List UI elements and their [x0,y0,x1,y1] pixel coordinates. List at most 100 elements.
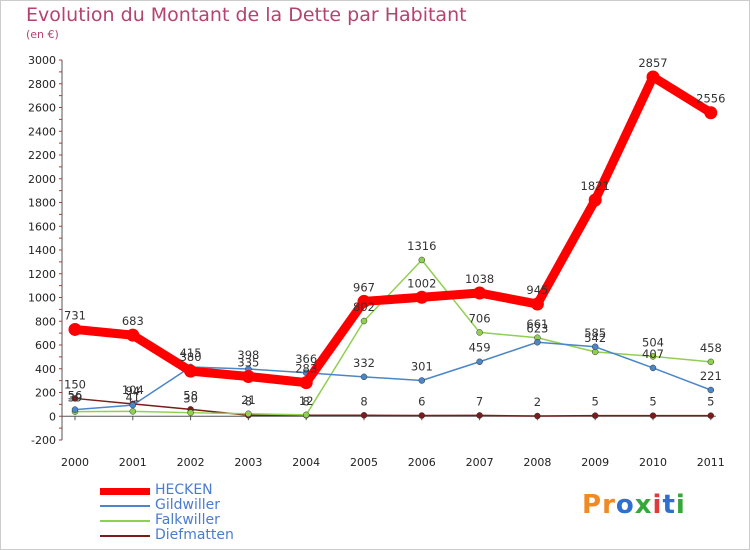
data-label-gildwiller: 398 [237,348,259,362]
data-point-gildwiller [649,364,657,372]
data-label-gildwiller: 56 [68,389,83,403]
data-label-falkwiller: 458 [700,341,722,355]
data-label-hecken: 683 [122,314,144,328]
data-label-hecken: 1038 [465,272,494,286]
data-point-diefmatten [707,412,715,419]
data-label-hecken: 731 [64,308,86,322]
legend-item-diefmatten[interactable]: Diefmatten [100,527,300,544]
data-point-hecken [646,70,660,84]
data-point-hecken [241,369,255,383]
legend-item-falkwiller[interactable]: Falkwiller [100,512,300,529]
series-line-hecken [70,72,716,388]
x-tick-label: 2004 [292,456,320,469]
data-label-hecken: 1821 [581,179,610,193]
data-label-falkwiller: 802 [353,300,375,314]
logo-letter: o [615,490,635,520]
y-tick-label: 1200 [28,268,56,281]
data-point-gildwiller [534,339,541,346]
data-label-diefmatten: 2 [534,395,541,409]
data-point-falkwiller [649,353,657,360]
data-label-falkwiller: 1316 [407,239,436,253]
data-point-gildwiller [360,373,368,381]
data-point-falkwiller [245,410,252,418]
data-label-falkwiller: 12 [299,394,314,408]
data-label-gildwiller: 366 [295,352,317,366]
data-point-falkwiller [476,329,483,336]
data-point-gildwiller [71,406,79,413]
x-tick-label: 2009 [581,456,609,469]
data-point-diefmatten [360,412,368,419]
y-tick-label: 2600 [28,102,56,115]
data-point-hecken [704,106,718,120]
data-point-hecken [415,290,429,304]
logo-letter: x [634,490,653,520]
x-tick-label: 2000 [61,456,89,469]
data-label-diefmatten: 58 [183,388,198,402]
data-label-falkwiller: 41 [125,390,140,404]
data-label-diefmatten: 150 [64,377,86,391]
chart-subtitle: (en €) [26,28,59,41]
series-line-diefmatten [74,397,712,417]
data-label-diefmatten: 5 [649,395,656,409]
data-label-falkwiller: 706 [469,311,491,325]
data-label-falkwiller: 39 [68,391,83,405]
x-tick-label: 2001 [119,456,147,469]
data-label-hecken: 1002 [407,276,436,290]
data-point-gildwiller [707,386,715,394]
y-tick-label: 0 [49,410,56,423]
data-label-gildwiller: 221 [700,369,722,383]
data-point-hecken [68,322,82,336]
y-tick-label: 1800 [28,197,56,210]
y-tick-label: 200 [35,387,56,400]
y-tick-label: 800 [35,315,56,328]
legend-label-diefmatten: Diefmatten [155,527,234,543]
data-point-falkwiller [302,411,310,419]
data-point-diefmatten [534,412,541,420]
data-label-diefmatten: 5 [592,395,599,409]
data-point-hecken [530,297,544,311]
legend-label-gildwiller: Gildwiller [155,497,221,513]
y-tick-label: 2400 [28,125,56,138]
data-point-gildwiller [476,358,483,365]
legend-item-hecken[interactable]: HECKEN [100,482,300,499]
y-tick-label: 2800 [28,78,56,91]
legend-label-hecken: HECKEN [155,482,213,498]
x-tick-label: 2003 [234,456,262,469]
data-label-gildwiller: 407 [642,347,664,361]
x-tick-label: 2011 [697,456,725,469]
x-tick-label: 2006 [408,456,436,469]
data-point-gildwiller [129,401,137,409]
legend-swatch-diefmatten [100,535,150,537]
legend-label-falkwiller: Falkwiller [155,512,220,528]
data-point-hecken [357,294,371,308]
data-label-diefmatten: 6 [418,395,425,409]
data-label-gildwiller: 415 [180,346,202,360]
data-point-hecken [473,286,487,300]
data-label-falkwiller: 21 [241,393,256,407]
data-point-hecken [588,193,602,207]
legend-item-gildwiller[interactable]: Gildwiller [100,497,300,514]
data-label-gildwiller: 94 [125,384,140,398]
y-tick-label: 400 [35,363,56,376]
data-label-hecken: 945 [526,283,548,297]
data-label-falkwiller: 661 [526,317,548,331]
data-label-hecken: 2556 [696,92,725,106]
data-point-diefmatten [476,412,483,419]
logo-letter: r [602,490,616,520]
data-label-gildwiller: 332 [353,356,375,370]
data-point-falkwiller [418,256,426,264]
data-point-diefmatten [418,412,426,419]
data-label-gildwiller: 585 [584,326,606,340]
data-label-diefmatten: 8 [303,394,310,408]
data-point-falkwiller [187,409,194,416]
legend-swatch-falkwiller [100,520,150,522]
y-tick-label: 3000 [28,54,56,67]
data-label-falkwiller: 542 [584,331,606,345]
data-label-diefmatten: 8 [360,394,367,408]
legend-swatch-gildwiller [100,505,150,507]
chart-legend: HECKEN Gildwiller Falkwiller Diefmatten [100,482,300,544]
x-tick-label: 2008 [523,456,551,469]
data-label-diefmatten: 8 [245,394,252,408]
data-label-diefmatten: 104 [122,383,144,397]
